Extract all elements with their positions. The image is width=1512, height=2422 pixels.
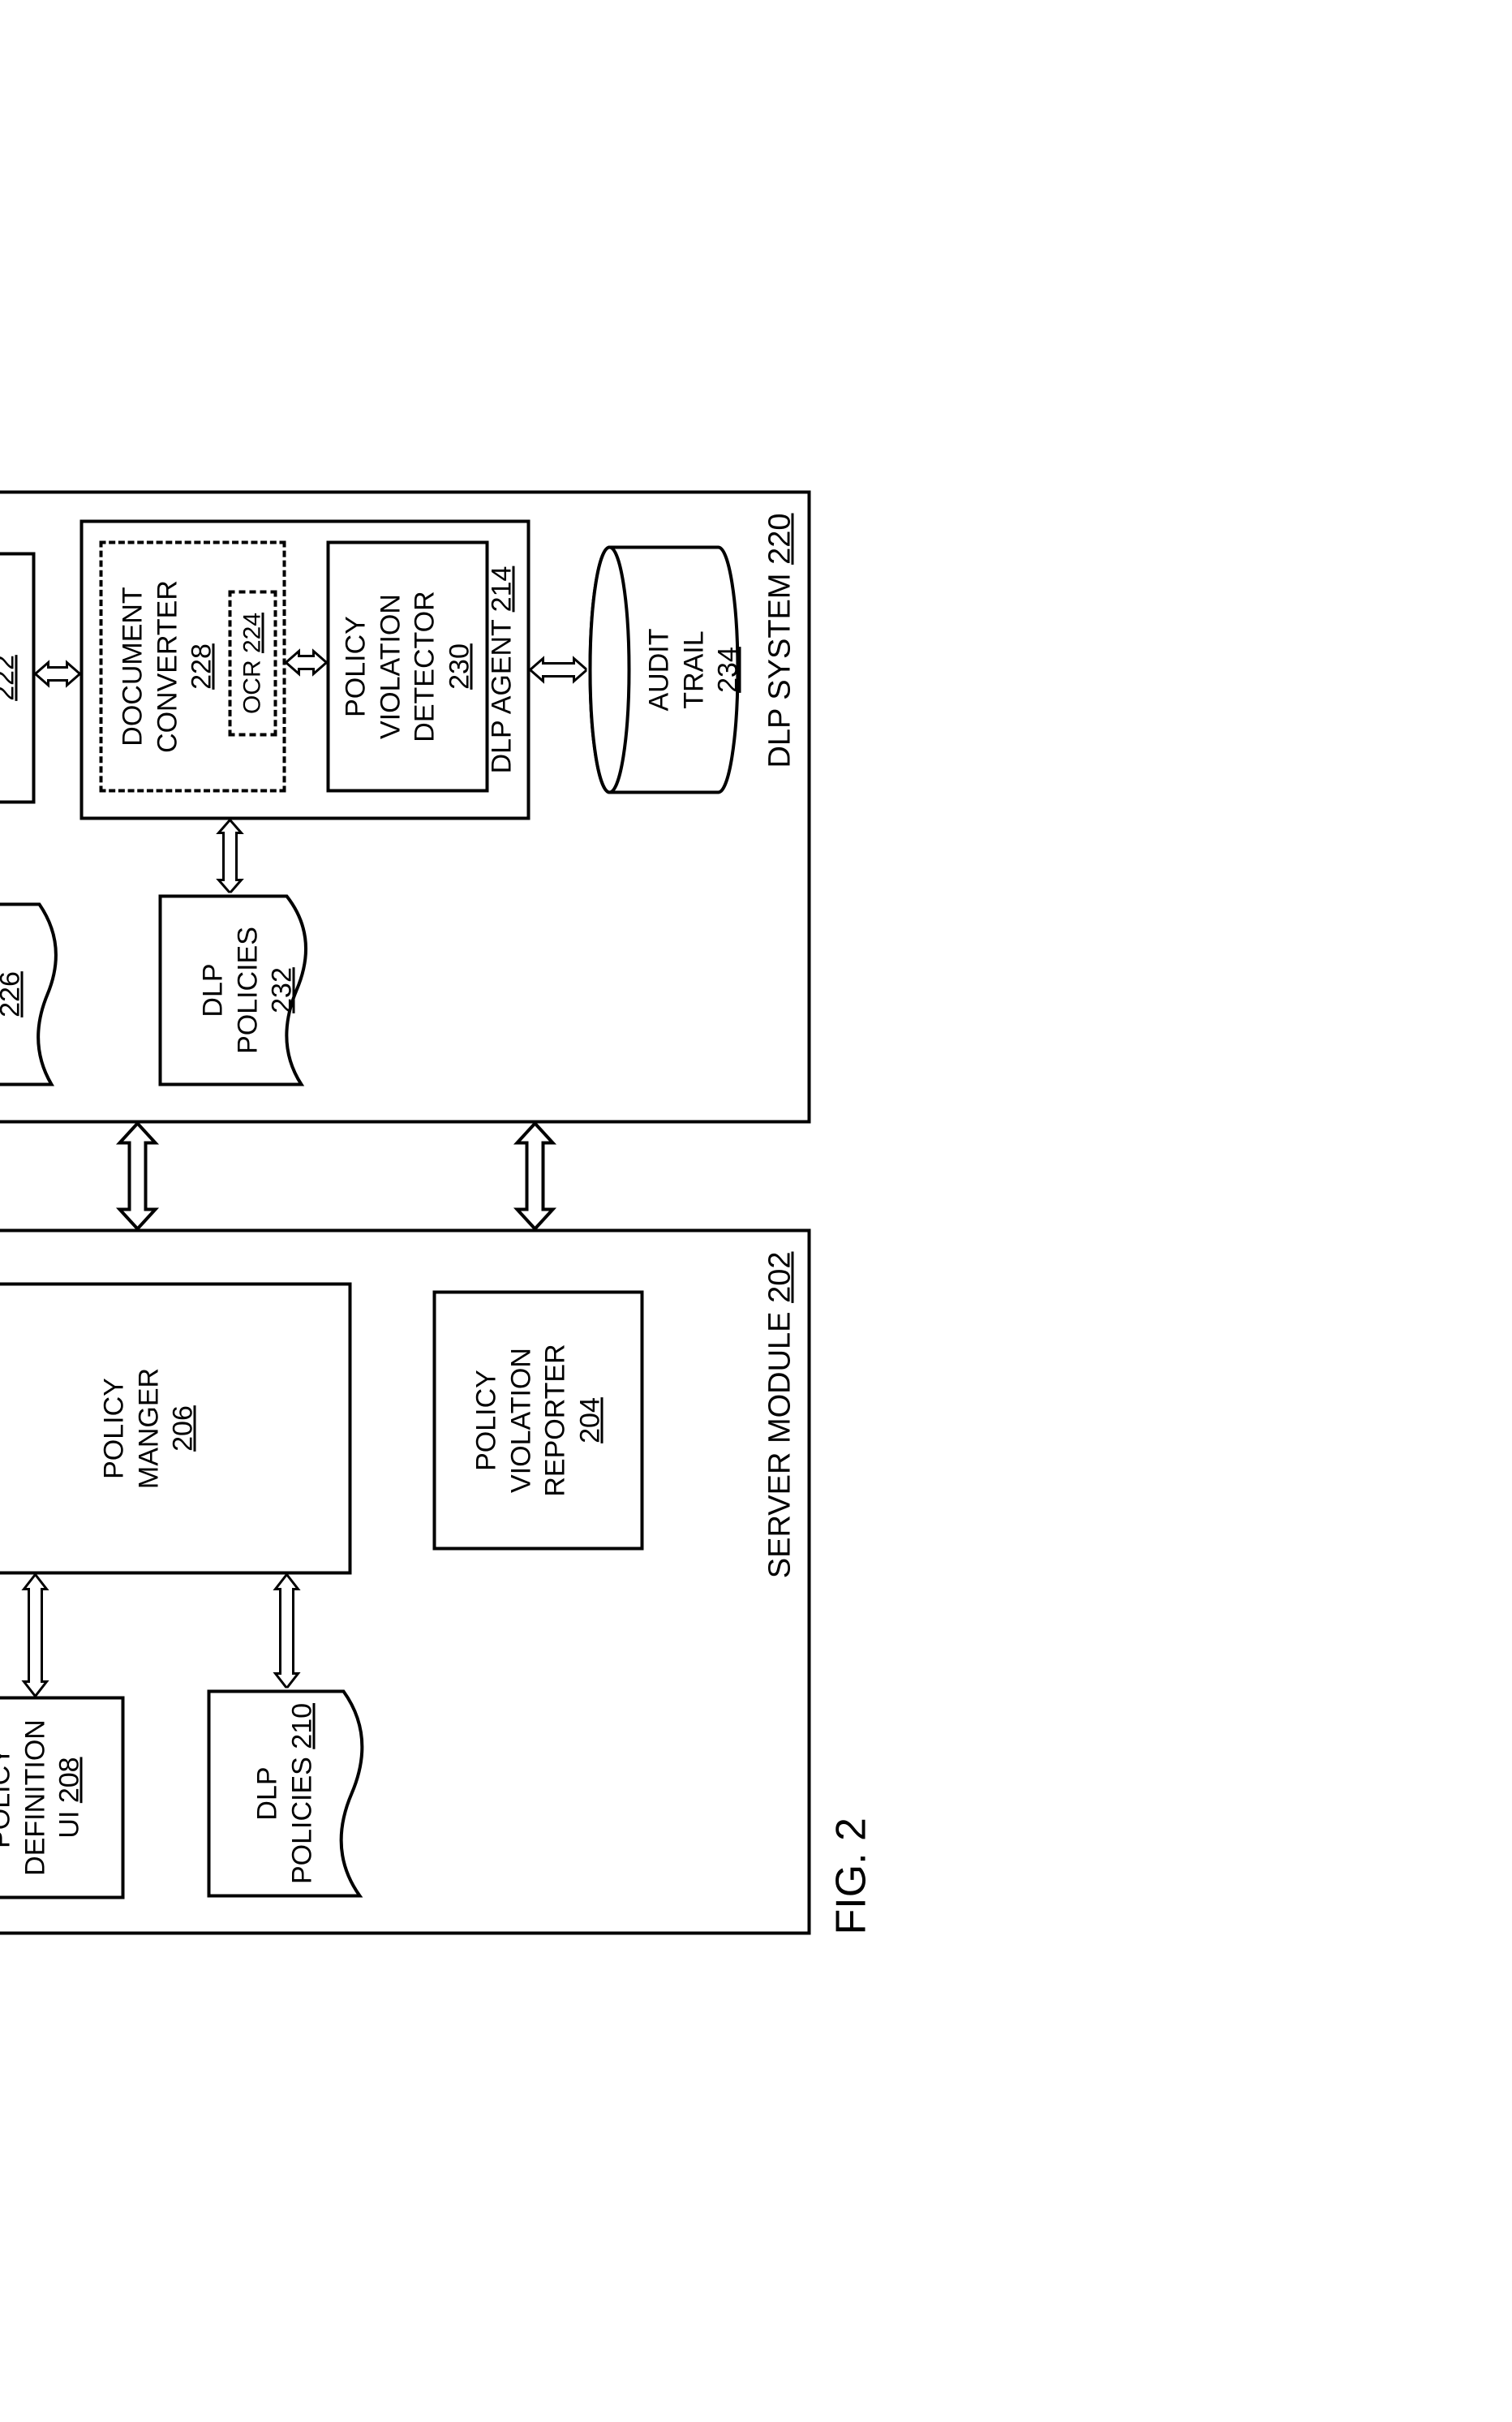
audit-trail-cylinder: AUDIT TRAIL234 [587,544,741,796]
dlp-agent-label: DLP AGENT 214 [484,523,519,817]
dlp-policies-210-doc: DLP POLICIES 210 [206,1689,376,1899]
server-module-label: SERVER MODULE 202 [763,1252,798,1579]
arrow-pdui-pm [19,1575,52,1697]
queue-doc: QUEUE226 [0,901,68,1088]
figure-caption: FIG. 2 [827,1818,876,1934]
policy-manager-label: POLICY MANGER206 [97,1368,201,1489]
policy-manager-box: POLICY MANGER206 [0,1283,352,1575]
policy-violation-detector-label: POLICY VIOLATION DETECTOR230 [339,591,477,742]
policy-violation-reporter-label: POLICY VIOLATION REPORTER204 [470,1344,608,1496]
figure-2: 200 SERVER MODULE 202 POLICY DEFINITION … [0,488,1512,1935]
queue-label: QUEUE226 [0,901,28,1088]
dlp-policies-232-doc: DLP POLICIES 232 [157,893,320,1088]
policy-violation-reporter-box: POLICY VIOLATION REPORTER204 [433,1291,644,1551]
dlp-policies-210-label: DLP POLICIES 210 [251,1689,320,1899]
document-converter-box: DOCUMENT CONVERTER228 OCR 224 [100,541,286,793]
arrow-pvr-dlpsys [511,1124,560,1229]
server-module-container: SERVER MODULE 202 POLICY DEFINITION UI 2… [0,1229,811,1935]
dlp-agent-box: DLP AGENT 214 DOCUMENT CONVERTER228 OCR … [80,520,530,820]
queue-manager-label: QUEUE MANAGER222 [0,609,22,748]
dlp-system-label: DLP SYSTEM 220 [763,514,798,768]
audit-trail-label: AUDIT TRAIL234 [642,544,746,796]
arrow-dlp232-agent [214,820,247,893]
policy-violation-detector-box: POLICY VIOLATION DETECTOR230 [327,541,489,793]
policy-definition-ui-box: POLICY DEFINITION UI 208 [0,1697,125,1899]
arrow-qm-agent [36,658,80,690]
policy-definition-ui-label: POLICY DEFINITION UI 208 [0,1719,87,1876]
arrow-agent-audit [530,654,587,686]
ocr-label: OCR 224 [238,613,268,714]
document-converter-label: DOCUMENT CONVERTER228 [116,580,220,753]
queue-manager-box: QUEUE MANAGER222 [0,553,36,804]
dlp-policies-232-label: DLP POLICIES 232 [196,893,300,1088]
arrow-dc-pvd [286,647,327,679]
dlp-system-container: DLP SYSTEM 220 QUEUE MANAGER222 QUEUE226… [0,491,811,1124]
arrow-dlp210-pm [271,1575,303,1689]
arrow-pm-dlpsys [114,1124,162,1229]
ocr-box: OCR 224 [229,591,277,737]
